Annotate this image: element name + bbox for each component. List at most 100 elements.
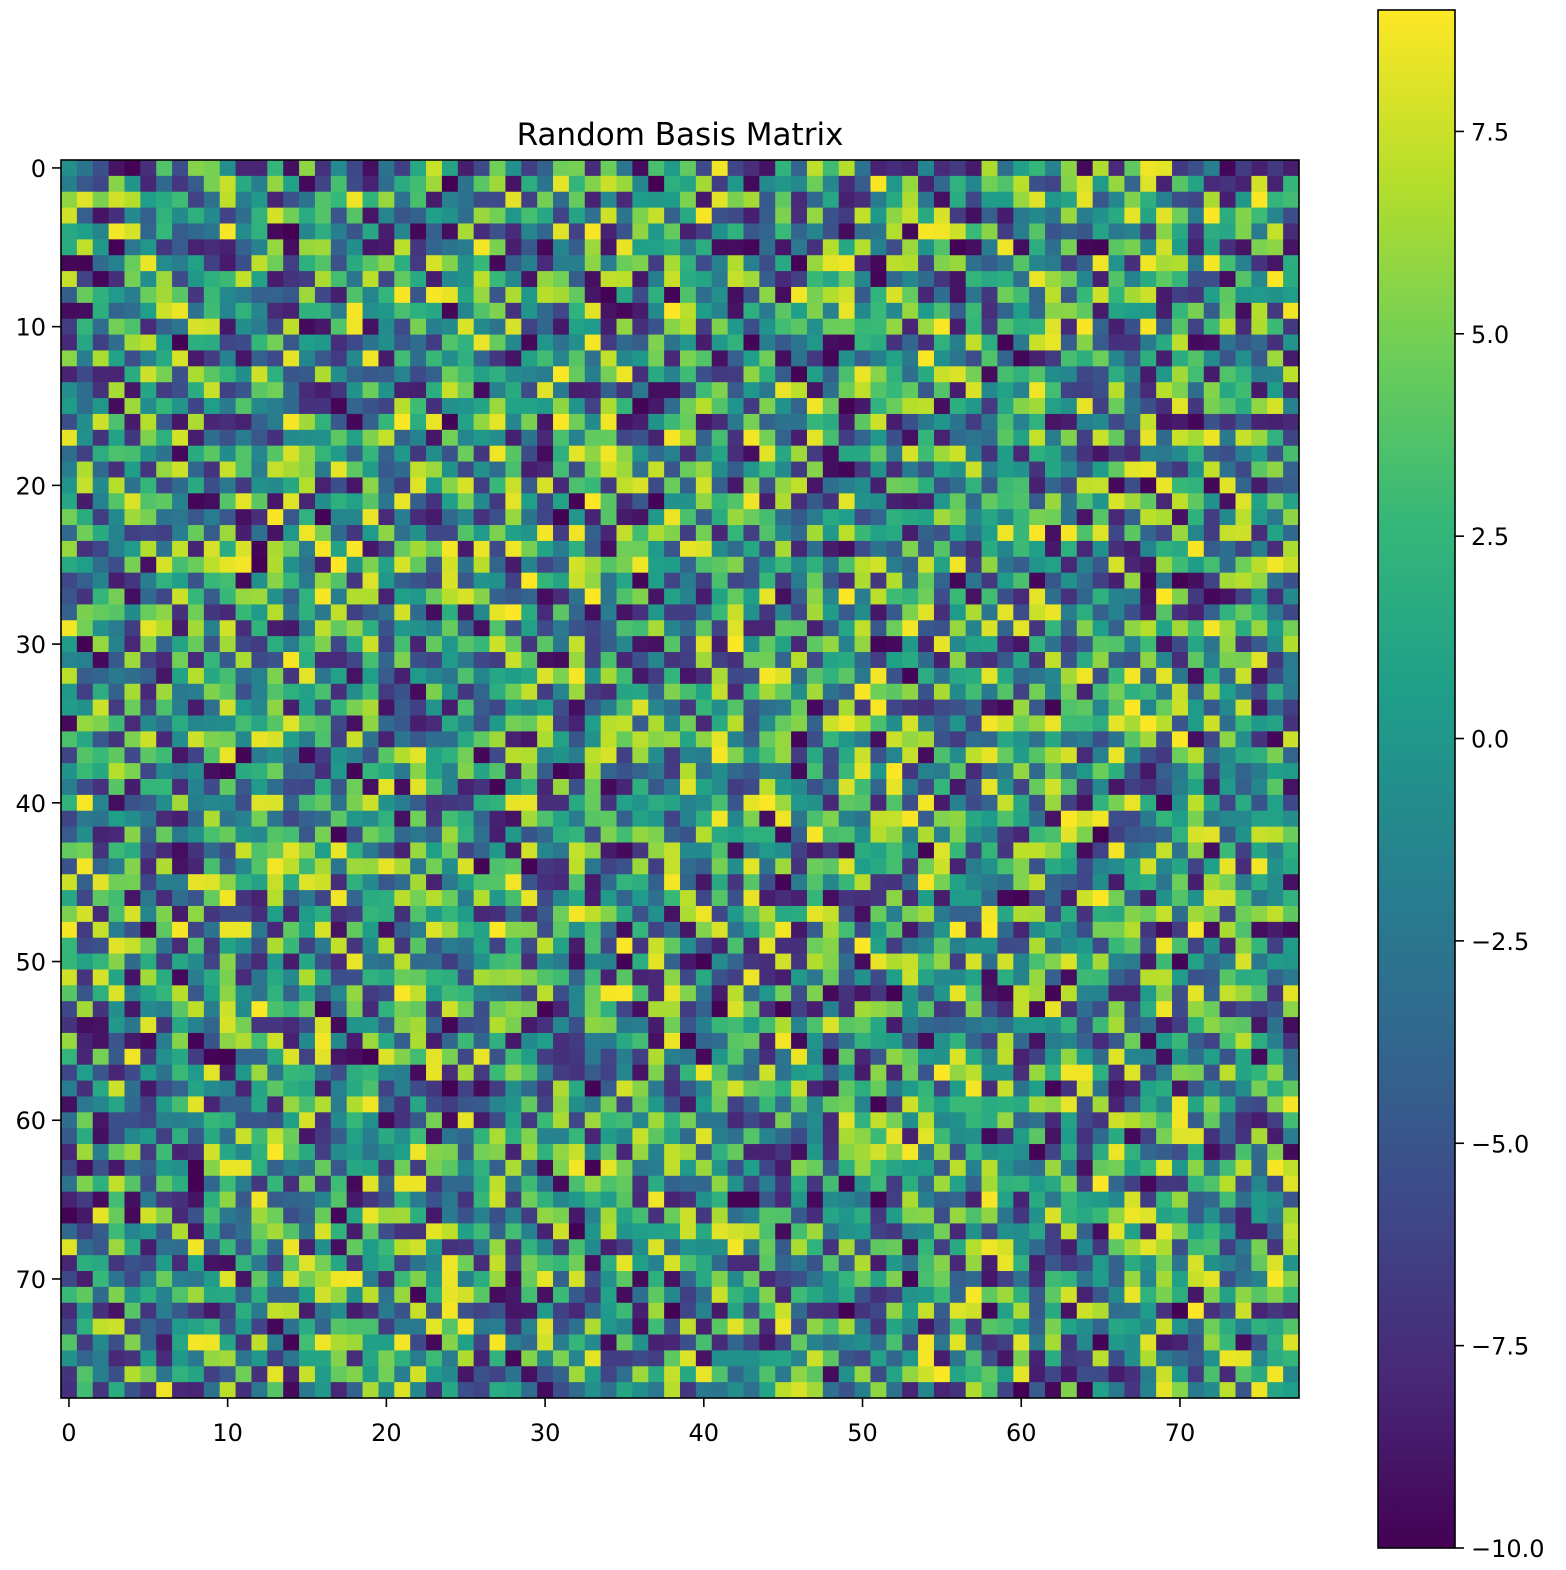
heatmap-cell bbox=[441, 429, 459, 447]
heatmap-cell bbox=[283, 207, 300, 224]
heatmap-cell bbox=[1045, 890, 1062, 907]
heatmap-cell bbox=[695, 969, 713, 986]
heatmap-cell bbox=[457, 255, 475, 272]
heatmap-cell bbox=[76, 1112, 94, 1129]
heatmap-cell bbox=[426, 921, 443, 939]
heatmap-cell bbox=[330, 667, 348, 685]
heatmap-cell bbox=[1235, 937, 1252, 954]
heatmap-cell bbox=[791, 525, 808, 542]
heatmap-cell bbox=[441, 207, 459, 224]
heatmap-cell bbox=[584, 667, 602, 685]
heatmap-cell bbox=[632, 509, 649, 526]
heatmap-cell bbox=[140, 556, 157, 574]
heatmap-cell bbox=[806, 207, 824, 224]
heatmap-cell bbox=[965, 763, 982, 780]
heatmap-cell bbox=[933, 969, 951, 986]
heatmap-cell bbox=[1076, 1080, 1094, 1097]
heatmap-cell bbox=[330, 1144, 348, 1161]
heatmap-cell bbox=[441, 969, 459, 986]
heatmap-cell bbox=[933, 525, 951, 542]
heatmap-cell bbox=[632, 493, 649, 510]
heatmap-cell bbox=[1156, 1096, 1173, 1113]
heatmap-cell bbox=[1235, 667, 1252, 685]
heatmap-cell bbox=[235, 461, 252, 478]
heatmap-cell bbox=[76, 1064, 94, 1081]
heatmap-cell bbox=[981, 905, 998, 923]
heatmap-cell bbox=[981, 953, 998, 970]
heatmap-cell bbox=[378, 207, 395, 224]
heatmap-cell bbox=[1029, 445, 1046, 462]
heatmap-cell bbox=[1013, 985, 1030, 1002]
heatmap-cell bbox=[346, 699, 363, 716]
heatmap-cell bbox=[854, 921, 871, 939]
heatmap-cell bbox=[426, 191, 443, 209]
heatmap-cell bbox=[1045, 905, 1062, 923]
heatmap-cell bbox=[92, 1064, 110, 1081]
heatmap-cell bbox=[314, 429, 332, 447]
heatmap-cell bbox=[632, 1032, 649, 1050]
heatmap-cell bbox=[822, 445, 840, 462]
heatmap-cell bbox=[680, 604, 697, 621]
heatmap-cell bbox=[1124, 350, 1141, 367]
heatmap-cell bbox=[1076, 160, 1094, 177]
heatmap-cell bbox=[648, 1001, 665, 1018]
heatmap-cell bbox=[140, 1096, 157, 1113]
heatmap-cell bbox=[346, 731, 363, 748]
heatmap-cell bbox=[1108, 652, 1125, 669]
heatmap-cell bbox=[918, 223, 935, 240]
heatmap-cell bbox=[1283, 810, 1300, 828]
heatmap-cell bbox=[791, 588, 808, 605]
heatmap-cell bbox=[727, 667, 744, 685]
heatmap-cell bbox=[791, 239, 808, 256]
heatmap-cell bbox=[822, 461, 840, 478]
heatmap-cell bbox=[632, 890, 649, 907]
heatmap-cell bbox=[219, 794, 236, 812]
heatmap-cell bbox=[537, 223, 554, 240]
heatmap-cell bbox=[108, 1032, 125, 1050]
heatmap-cell bbox=[283, 715, 300, 732]
heatmap-cell bbox=[410, 445, 427, 462]
heatmap-cell bbox=[1092, 398, 1109, 415]
heatmap-cell bbox=[267, 413, 284, 431]
heatmap-cell bbox=[1187, 191, 1205, 209]
heatmap-cell bbox=[1267, 636, 1284, 653]
heatmap-cell bbox=[76, 334, 94, 351]
heatmap-cell bbox=[394, 1032, 411, 1050]
heatmap-cell bbox=[1187, 985, 1205, 1002]
heatmap-cell bbox=[822, 858, 840, 875]
heatmap-cell bbox=[314, 715, 332, 732]
heatmap-cell bbox=[1092, 1144, 1109, 1161]
heatmap-cell bbox=[1060, 1032, 1078, 1050]
heatmap-cell bbox=[251, 1112, 268, 1129]
heatmap-cell bbox=[1187, 271, 1205, 288]
heatmap-cell bbox=[1108, 731, 1125, 748]
heatmap-cell bbox=[632, 969, 649, 986]
heatmap-cell bbox=[822, 271, 840, 288]
heatmap-cell bbox=[537, 715, 554, 732]
heatmap-cell bbox=[902, 350, 919, 367]
heatmap-cell bbox=[981, 810, 998, 828]
heatmap-cell bbox=[124, 731, 141, 748]
heatmap-cell bbox=[918, 1112, 935, 1129]
heatmap-cell bbox=[1092, 937, 1109, 954]
heatmap-cell bbox=[1092, 1128, 1109, 1145]
heatmap-cell bbox=[711, 604, 729, 621]
heatmap-cell bbox=[997, 1144, 1014, 1161]
heatmap-cell bbox=[1076, 1144, 1094, 1161]
heatmap-cell bbox=[1283, 540, 1300, 558]
heatmap-cell bbox=[1092, 1112, 1109, 1129]
heatmap-cell bbox=[568, 445, 586, 462]
heatmap-cell bbox=[235, 937, 252, 954]
heatmap-cell bbox=[219, 271, 236, 288]
heatmap-cell bbox=[537, 382, 554, 399]
heatmap-cell bbox=[124, 175, 141, 193]
heatmap-cell bbox=[997, 667, 1014, 685]
heatmap-cell bbox=[1283, 525, 1300, 542]
heatmap-cell bbox=[330, 302, 348, 320]
heatmap-cell bbox=[664, 1096, 681, 1113]
heatmap-cell bbox=[267, 1017, 284, 1034]
heatmap-cell bbox=[521, 493, 538, 510]
heatmap-cell bbox=[664, 366, 681, 383]
heatmap-cell bbox=[791, 160, 808, 177]
heatmap-cell bbox=[632, 636, 649, 653]
